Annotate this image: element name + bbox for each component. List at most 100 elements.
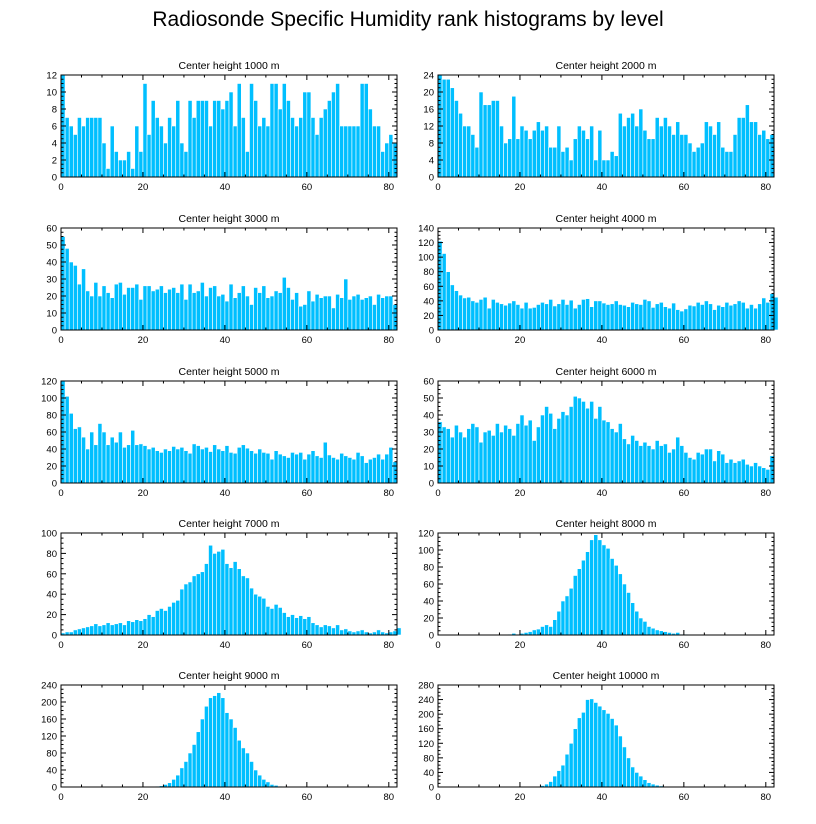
x-tick-label: 20: [515, 335, 526, 346]
histogram-bar: [667, 452, 672, 484]
histogram-bar: [753, 307, 758, 331]
histogram-bar: [163, 610, 168, 636]
y-tick-label: 6: [52, 122, 57, 133]
histogram-bar: [146, 134, 152, 178]
histogram-bar: [531, 440, 537, 484]
histogram-bar: [347, 457, 353, 484]
histogram-bar: [146, 285, 152, 331]
histogram-bar: [445, 428, 451, 484]
histogram-bar: [548, 146, 554, 178]
histogram-bar: [281, 455, 287, 484]
histogram-bar: [175, 600, 181, 636]
histogram-bar: [118, 159, 123, 178]
x-tick-label: 60: [679, 640, 690, 651]
histogram-bar: [724, 462, 730, 484]
histogram-bar: [462, 297, 467, 331]
panel-title: Center height 2000 m: [556, 60, 657, 72]
histogram-bar: [499, 125, 504, 178]
histogram-bar: [154, 288, 160, 331]
histogram-bar: [318, 626, 324, 636]
y-tick-label: 0: [52, 326, 57, 337]
histogram-bar: [204, 446, 209, 484]
histogram-bar: [474, 426, 480, 484]
x-tick-label: 0: [435, 335, 440, 346]
histogram-bar: [298, 305, 304, 331]
histogram-bar: [261, 285, 267, 331]
histogram-bar: [609, 303, 615, 331]
histogram-bar: [109, 125, 115, 178]
y-tick-label: 40: [46, 445, 57, 456]
histogram-bar: [167, 782, 172, 788]
histogram-bar: [257, 774, 263, 788]
histogram-bar: [630, 766, 635, 788]
histogram-bar: [523, 424, 529, 484]
panel-9: Center height 9000 m 0 20 40 60 80 0 40 80 120 160…: [41, 670, 398, 803]
histogram-bar: [101, 142, 107, 178]
histogram-bar: [105, 444, 111, 484]
histogram-bar: [449, 87, 455, 178]
histogram-bar: [581, 401, 586, 484]
x-tick-label: 0: [58, 488, 63, 499]
histogram-bar: [454, 424, 459, 484]
histogram-bar: [204, 100, 209, 178]
histogram-bar: [392, 461, 398, 484]
histogram-bar: [183, 299, 189, 331]
x-tick-label: 60: [679, 182, 690, 193]
histogram-bar: [646, 782, 652, 788]
histogram-bar: [572, 138, 578, 178]
histogram-bar: [232, 727, 238, 788]
histogram-bar: [224, 100, 230, 178]
histogram-bar: [281, 83, 287, 178]
y-tick-label: 40: [423, 296, 434, 307]
panel-7: Center height 7000 m 0 20 40 60 80 0 20 40 60 80 10…: [41, 518, 402, 651]
y-tick-label: 40: [423, 411, 434, 422]
histogram-bar: [154, 610, 160, 636]
x-tick-label: 40: [220, 640, 231, 651]
y-tick-label: 80: [423, 563, 434, 574]
histogram-bar: [630, 602, 635, 636]
histogram-bar: [683, 134, 689, 178]
panel-title: Center height 10000 m: [553, 670, 660, 682]
histogram-bar: [540, 129, 545, 178]
histogram-bar: [568, 587, 574, 636]
histogram-bar: [167, 450, 172, 484]
histogram-bar: [384, 295, 390, 331]
histogram-bar: [663, 306, 668, 331]
histogram-bar: [150, 100, 156, 178]
histogram-bar: [650, 307, 656, 331]
x-tick-label: 20: [515, 488, 526, 499]
y-tick-label: 100: [41, 529, 57, 540]
histogram-bar: [466, 125, 472, 178]
x-tick-label: 60: [679, 792, 690, 803]
y-tick-label: 20: [46, 292, 57, 303]
histogram-bar: [572, 728, 578, 788]
histogram-bar: [232, 561, 238, 636]
histogram-bar: [224, 445, 230, 484]
histogram-bar: [97, 625, 103, 636]
histogram-bar: [310, 300, 316, 331]
histogram-bar: [240, 285, 246, 331]
histogram-bar: [745, 104, 750, 178]
y-tick-label: 100: [418, 546, 434, 557]
histogram-bar: [368, 295, 373, 331]
x-tick-label: 0: [58, 182, 63, 193]
histogram-bar: [372, 304, 377, 331]
histogram-bar: [118, 431, 123, 484]
histogram-bar: [716, 450, 722, 484]
histogram-bar: [273, 290, 279, 331]
histogram-bar: [183, 583, 189, 636]
y-tick-label: 10: [46, 88, 57, 99]
histogram-bar: [372, 125, 377, 178]
histogram-bar: [617, 573, 623, 636]
histogram-bar: [490, 100, 496, 178]
histogram-bar: [134, 125, 140, 178]
histogram-bar: [175, 292, 181, 331]
histogram-bar: [536, 628, 541, 636]
histogram-bar: [245, 151, 250, 178]
y-tick-label: 4: [429, 156, 434, 167]
histogram-bar: [167, 288, 172, 331]
histogram-bar: [81, 436, 86, 484]
y-tick-label: 140: [418, 224, 434, 235]
histogram-bar: [646, 300, 652, 331]
histogram-bar: [732, 134, 738, 178]
